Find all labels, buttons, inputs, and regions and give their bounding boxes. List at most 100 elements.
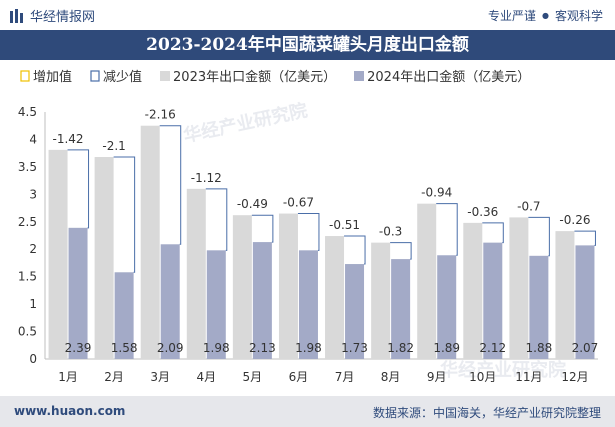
y-tick-label: 1.5: [18, 270, 37, 284]
change-bracket: [159, 125, 182, 245]
legend-increase-icon: [20, 69, 30, 82]
footer-source: 数据来源：中国海关，华经产业研究院整理: [372, 406, 601, 420]
x-tick-label: 10月: [469, 370, 496, 384]
x-tick-label: 12月: [561, 370, 588, 384]
value-label-2024: 1.89: [433, 341, 460, 355]
change-bracket: [436, 203, 458, 256]
bar-2023: [325, 236, 345, 359]
change-label: -0.26: [559, 213, 590, 227]
link-professional[interactable]: 专业严谨: [487, 9, 536, 23]
bar-2024: [391, 259, 411, 359]
change-label: -2.16: [145, 108, 176, 122]
value-label-2024: 1.58: [111, 341, 138, 355]
bar-2024: [206, 250, 226, 359]
y-tick-label: 2.5: [18, 215, 37, 229]
change-label: -0.36: [467, 205, 498, 219]
bar-2023: [371, 242, 391, 359]
bar-2023: [94, 157, 114, 359]
legend: 增加值 减少值 2023年出口金额（亿美元） 2024年出口金额（亿美元）: [20, 66, 530, 85]
legend-2024-swatch: [354, 70, 365, 81]
brand-logo-icon: [10, 8, 23, 23]
legend-2023: 2023年出口金额（亿美元）: [160, 66, 336, 85]
change-bracket: [205, 188, 228, 251]
legend-2023-label: 2023年出口金额（亿美元）: [173, 70, 337, 85]
change-label: -0.3: [379, 225, 402, 239]
bar-2023: [278, 213, 298, 359]
value-label-2024: 2.39: [65, 341, 92, 355]
bar-2024: [529, 255, 549, 359]
watermark-text: 华经产业研究院: [181, 99, 309, 147]
bar-2024: [345, 264, 365, 359]
change-bracket: [344, 235, 366, 265]
footer-website[interactable]: www.huaon.com: [14, 404, 126, 418]
x-tick-label: 1月: [58, 370, 78, 384]
legend-increase: 增加值: [20, 66, 72, 85]
dot-separator-icon: ●: [542, 11, 549, 20]
bar-2023: [140, 125, 160, 359]
y-tick-label: 2: [29, 242, 37, 256]
change-bracket: [390, 242, 412, 260]
value-label-2024: 1.88: [526, 341, 553, 355]
bar-2024: [298, 250, 318, 359]
footer: www.huaon.com 数据来源：中国海关，华经产业研究院整理: [0, 396, 615, 427]
x-tick-label: 7月: [335, 370, 355, 384]
bar-2023: [509, 217, 529, 359]
watermark-text-bottom: 华经产业研究院: [440, 359, 566, 381]
value-label-2024: 2.07: [572, 341, 599, 355]
y-tick-label: 4: [29, 132, 37, 146]
chart-title: 2023-2024年中国蔬菜罐头月度出口金额: [146, 35, 469, 55]
x-tick-label: 8月: [381, 370, 401, 384]
value-label-2024: 1.98: [203, 341, 230, 355]
y-tick-label: 0: [29, 352, 37, 366]
value-label-2024: 1.82: [387, 341, 414, 355]
top-links: 专业严谨 ● 客观科学: [488, 7, 603, 24]
link-objective[interactable]: 客观科学: [554, 9, 603, 23]
change-label: -2.1: [102, 139, 125, 153]
x-tick-label: 2月: [104, 370, 124, 384]
brand[interactable]: 华经情报网: [10, 6, 95, 25]
value-label-2024: 2.12: [479, 341, 506, 355]
bar-2024: [114, 272, 134, 359]
y-tick-label: 4.5: [18, 105, 37, 119]
value-label-2024: 1.98: [295, 341, 322, 355]
change-label: -0.94: [421, 186, 452, 200]
bar-2023: [186, 188, 206, 359]
legend-decrease-icon: [90, 69, 100, 82]
change-label: -1.42: [53, 132, 84, 146]
x-tick-label: 3月: [150, 370, 170, 384]
bar-2024: [68, 227, 88, 359]
y-tick-label: 0.5: [18, 325, 37, 339]
value-label-2024: 2.13: [249, 341, 276, 355]
bar-2024: [575, 245, 595, 359]
legend-2024: 2024年出口金额（亿美元）: [354, 66, 530, 85]
change-bracket: [297, 213, 320, 251]
title-bar: 2023-2024年中国蔬菜罐头月度出口金额: [0, 30, 615, 60]
value-label-2024: 1.73: [341, 341, 368, 355]
x-tick-label: 11月: [515, 370, 542, 384]
legend-increase-label: 增加值: [33, 70, 73, 85]
legend-2024-label: 2024年出口金额（亿美元）: [367, 70, 531, 85]
legend-decrease: 减少值: [90, 66, 142, 85]
top-bar: 华经情报网 专业严谨 ● 客观科学: [0, 0, 615, 30]
x-tick-label: 4月: [196, 370, 216, 384]
change-label: -1.12: [191, 171, 222, 185]
change-bracket: [482, 222, 504, 244]
change-label: -0.51: [329, 218, 360, 232]
change-bracket: [574, 230, 596, 246]
legend-2023-swatch: [160, 70, 171, 81]
y-tick-label: 1: [29, 297, 37, 311]
y-tick-label: 3.5: [18, 160, 37, 174]
change-bracket: [528, 216, 550, 257]
bar-2024: [483, 242, 503, 359]
change-bracket: [113, 156, 136, 273]
bar-2024: [252, 242, 272, 359]
bar-2023: [232, 215, 252, 359]
change-label: -0.7: [517, 199, 540, 213]
y-tick-label: 3: [29, 187, 37, 201]
x-tick-label: 5月: [243, 370, 263, 384]
change-label: -0.49: [237, 197, 268, 211]
legend-decrease-label: 减少值: [103, 70, 143, 85]
bar-2023: [463, 222, 483, 359]
x-tick-label: 9月: [427, 370, 447, 384]
bar-2024: [160, 244, 180, 359]
